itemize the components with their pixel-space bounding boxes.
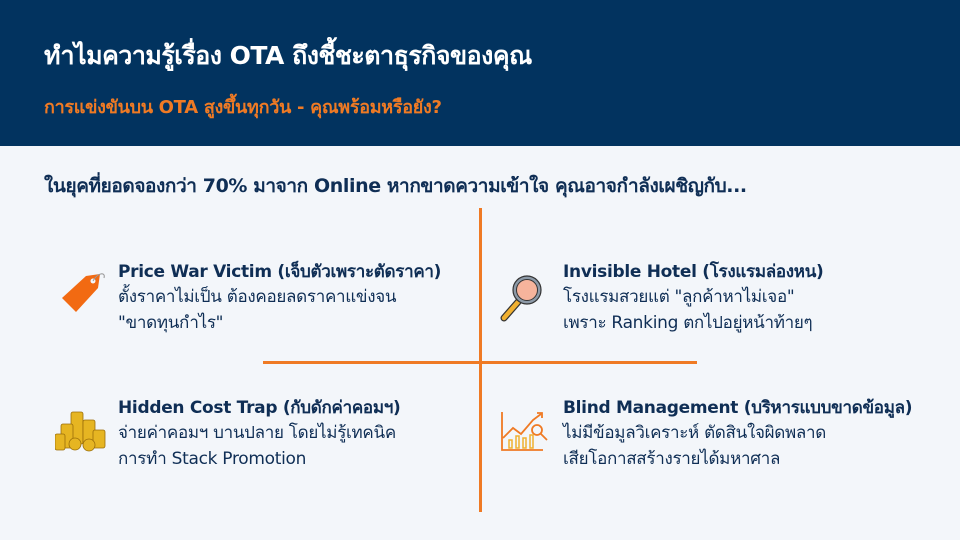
card-line: ไม่มีข้อมูลวิเคราะห์ ตัดสินใจผิดพลาด [563,423,827,443]
quadrant-divider-vertical [479,208,482,512]
card-title: Invisible Hotel (โรงแรมล่องหน) [563,262,824,282]
card-line: การทำ Stack Promotion [118,449,307,469]
card-title: Price War Victim (เจ็บตัวเพราะตัดราคา) [118,262,442,282]
card-hidden-cost: Hidden Cost Trap (กับดักค่าคอมฯ) จ่ายค่า… [118,396,401,472]
card-price-war: Price War Victim (เจ็บตัวเพราะตัดราคา) ต… [118,260,441,336]
card-line: จ่ายค่าคอมฯ บานปลาย โดยไม่รู้เทคนิค [118,423,396,443]
card-line: เพราะ Ranking ตกไปอยู่หน้าท้ายๆ [563,313,813,333]
card-title: Blind Management (บริหารแบบขาดข้อมูล) [563,398,913,418]
card-line: ตั้งราคาไม่เป็น ต้องคอยลดราคาแข่งจน [118,287,397,307]
card-line: เสียโอกาสสร้างรายได้มหาศาล [563,449,781,469]
card-title: Hidden Cost Trap (กับดักค่าคอมฯ) [118,398,401,418]
card-invisible-hotel: Invisible Hotel (โรงแรมล่องหน) โรงแรมสวย… [563,260,824,336]
chart-analysis-icon [501,412,548,451]
page-subtitle: การแข่งขันบน OTA สูงขึ้นทุกวัน - คุณพร้อ… [44,97,442,118]
header-banner: ทำไมความรู้เรื่อง OTA ถึงชี้ชะตาธุรกิจขอ… [0,0,960,146]
intro-text: ในยุคที่ยอดจองกว่า 70% มาจาก Online หากข… [44,175,747,197]
magnifying-glass-icon [500,275,542,322]
card-blind-management: Blind Management (บริหารแบบขาดข้อมูล) ไม… [563,396,913,472]
coin-stacks-icon [55,411,106,452]
card-line: โรงแรมสวยแต่ "ลูกค้าหาไม่เจอ" [563,287,795,307]
card-line: "ขาดทุนกำไร" [118,313,224,333]
quadrant-divider-horizontal [263,361,697,364]
price-tag-icon [62,273,105,312]
page-title: ทำไมความรู้เรื่อง OTA ถึงชี้ชะตาธุรกิจขอ… [44,41,532,70]
